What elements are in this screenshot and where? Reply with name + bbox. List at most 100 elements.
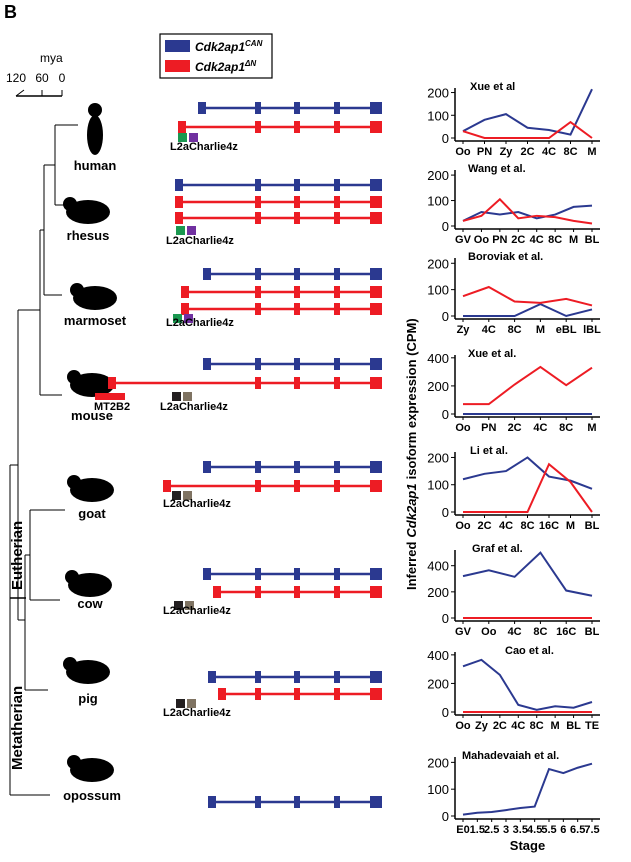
x-tick-label: 8C bbox=[520, 520, 534, 532]
repeat-box bbox=[183, 392, 192, 401]
gene-exon bbox=[294, 303, 300, 315]
species-name: cow bbox=[77, 596, 103, 611]
x-axis-label: Stage bbox=[510, 838, 545, 853]
y-label-pre: Inferred bbox=[404, 542, 419, 590]
x-tick-label: 16C bbox=[539, 520, 559, 532]
repeat-label: L2aCharlie4z bbox=[166, 317, 234, 329]
gene-exon bbox=[334, 102, 340, 114]
line-series bbox=[463, 464, 592, 512]
x-tick-label: PN bbox=[481, 422, 496, 434]
legend-gene: Cdk2ap1 bbox=[195, 60, 245, 74]
x-tick-label: eBL bbox=[556, 324, 577, 336]
species-name: goat bbox=[78, 506, 106, 521]
repeat-label: L2aCharlie4z bbox=[170, 141, 238, 153]
gene-exon bbox=[334, 179, 340, 191]
panel-label: B bbox=[4, 2, 17, 22]
repeat-label: L2aCharlie4z bbox=[163, 498, 231, 510]
gene-exon bbox=[255, 461, 261, 473]
gene-exon bbox=[370, 480, 382, 492]
repeat-label: L2aCharlie4z bbox=[163, 707, 231, 719]
chart-title: Cao et al. bbox=[505, 645, 554, 657]
chart-title: Wang et al. bbox=[468, 163, 526, 175]
gene-exon bbox=[334, 121, 340, 133]
x-tick-label: 4.5 bbox=[527, 824, 542, 836]
line-series bbox=[463, 304, 592, 316]
x-tick-label: Zy bbox=[457, 324, 471, 336]
x-tick-label: lBL bbox=[583, 324, 601, 336]
gene-exon bbox=[294, 377, 300, 389]
gene-exon bbox=[334, 461, 340, 473]
species-head bbox=[67, 475, 81, 489]
x-tick-label: Zy bbox=[500, 146, 514, 158]
gene-exon bbox=[294, 671, 300, 683]
gene-exon bbox=[294, 461, 300, 473]
x-tick-label: 16C bbox=[556, 626, 576, 638]
y-tick-label: 200 bbox=[427, 256, 449, 271]
gene-exon bbox=[294, 586, 300, 598]
line-series bbox=[463, 660, 592, 710]
x-tick-label: 8C bbox=[559, 422, 573, 434]
y-tick-label: 0 bbox=[442, 505, 449, 520]
gene-exon bbox=[370, 671, 382, 683]
gene-exon bbox=[255, 121, 261, 133]
gene-exon bbox=[294, 102, 300, 114]
gene-exon bbox=[108, 377, 116, 389]
y-tick-label: 200 bbox=[427, 450, 449, 465]
y-tick-label: 100 bbox=[427, 782, 449, 797]
legend-isoform: CAN bbox=[245, 39, 263, 48]
species-head bbox=[67, 370, 81, 384]
gene-exon bbox=[255, 671, 261, 683]
x-tick-label: 4C bbox=[542, 146, 556, 158]
x-tick-label: 6.5 bbox=[570, 824, 585, 836]
x-tick-label: 4C bbox=[511, 720, 525, 732]
gene-exon bbox=[370, 358, 382, 370]
x-tick-label: Oo bbox=[474, 234, 490, 246]
x-tick-label: 4C bbox=[499, 520, 513, 532]
legend-swatch bbox=[165, 60, 190, 72]
y-tick-label: 0 bbox=[442, 309, 449, 324]
gene-exon bbox=[294, 796, 300, 808]
x-tick-label: M bbox=[536, 324, 545, 336]
gene-exon bbox=[334, 358, 340, 370]
gene-exon bbox=[334, 303, 340, 315]
line-series bbox=[463, 287, 592, 305]
y-tick-label: 0 bbox=[442, 219, 449, 234]
y-tick-label: 200 bbox=[427, 168, 449, 183]
x-tick-label: 2C bbox=[493, 720, 507, 732]
gene-exon bbox=[334, 568, 340, 580]
species-name: pig bbox=[78, 691, 98, 706]
x-tick-label: Oo bbox=[481, 626, 497, 638]
legend-swatch bbox=[165, 40, 190, 52]
species-head bbox=[63, 197, 77, 211]
y-tick-label: 400 bbox=[427, 351, 449, 366]
x-tick-label: M bbox=[566, 520, 575, 532]
x-tick-label: 8C bbox=[548, 234, 562, 246]
gene-exon bbox=[294, 688, 300, 700]
gene-exon bbox=[175, 212, 183, 224]
gene-exon bbox=[163, 480, 171, 492]
gene-exon bbox=[334, 796, 340, 808]
gene-exon bbox=[208, 796, 216, 808]
species-name: marmoset bbox=[64, 313, 127, 328]
species-head bbox=[65, 570, 79, 584]
gene-exon bbox=[255, 688, 261, 700]
y-tick-label: 200 bbox=[427, 755, 449, 770]
x-tick-label: GV bbox=[455, 626, 472, 638]
y-tick-label: 400 bbox=[427, 559, 449, 574]
figure: BCdk2ap1CANCdk2ap1ΔNmya120600EutherianMe… bbox=[0, 0, 631, 857]
repeat-box bbox=[176, 226, 185, 235]
gene-exon bbox=[255, 568, 261, 580]
x-tick-label: Oo bbox=[455, 146, 471, 158]
y-tick-label: 0 bbox=[442, 407, 449, 422]
clade-label: Eutherian bbox=[9, 521, 26, 590]
repeat-label: L2aCharlie4z bbox=[166, 235, 234, 247]
x-tick-label: 8C bbox=[533, 626, 547, 638]
gene-exon bbox=[294, 179, 300, 191]
gene-exon bbox=[370, 796, 382, 808]
repeat-label: L2aCharlie4z bbox=[160, 401, 228, 413]
y-tick-label: 100 bbox=[427, 283, 449, 298]
x-tick-label: Oo bbox=[455, 720, 471, 732]
clade-label: Metatherian bbox=[9, 686, 26, 770]
legend-isoform: ΔN bbox=[244, 59, 256, 68]
gene-exon bbox=[181, 303, 189, 315]
